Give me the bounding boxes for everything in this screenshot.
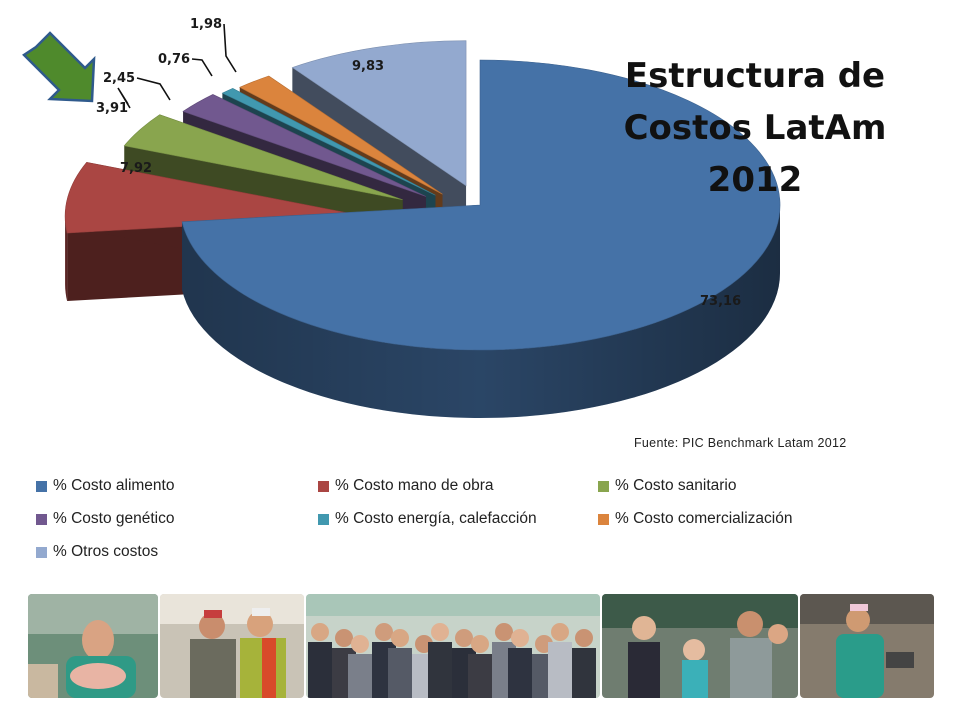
person-body: [388, 648, 412, 698]
legend-item: % Costo comercialización: [598, 507, 792, 531]
person-head: [375, 623, 393, 641]
legend-item: % Costo genético: [36, 507, 175, 531]
person-body: [572, 648, 596, 698]
person-body: [468, 654, 492, 698]
slice-top: [291, 40, 467, 187]
slice-top: [182, 94, 427, 197]
legend-swatch: [598, 480, 609, 492]
data-label: 9,83: [352, 59, 384, 74]
pie-chart: 73,16 7,92 3,91 2,45 0,76 1,98 9,83: [22, 17, 781, 419]
person-head: [311, 623, 329, 641]
green-arrow-icon: [22, 31, 96, 103]
person-head: [511, 629, 529, 647]
person-body: [548, 642, 572, 698]
legend-swatch: [36, 480, 47, 492]
person-head: [471, 635, 489, 653]
legend-swatch: [318, 480, 329, 492]
farm-worker-photo: [28, 594, 158, 698]
slice-rim-shade: [65, 216, 68, 302]
data-label: 0,76: [158, 52, 190, 67]
source-note: Fuente: PIC Benchmark Latam 2012: [634, 436, 847, 450]
slice-top: [123, 114, 403, 201]
slice-top: [221, 88, 436, 196]
legend-item: % Otros costos: [36, 540, 158, 564]
slice-top: [239, 75, 443, 195]
chart-legend: % Costo alimento % Costo mano de obra % Co…: [36, 474, 936, 570]
person-head: [391, 629, 409, 647]
legend-item: % Costo alimento: [36, 474, 174, 498]
slice-top: [64, 161, 366, 234]
person-body: [308, 642, 332, 698]
person-head: [575, 629, 593, 647]
data-label: 3,91: [96, 101, 128, 116]
person-head: [335, 629, 353, 647]
legend-label: % Costo energía, calefacción: [335, 510, 537, 527]
leader-line: [117, 87, 131, 109]
legend-item: % Costo energía, calefacción: [318, 507, 537, 531]
legend-label: % Costo genético: [53, 510, 175, 527]
leader-line: [136, 77, 171, 101]
person-head: [551, 623, 569, 641]
leader-line: [191, 58, 213, 77]
title-line-1: Estructura de: [624, 56, 886, 96]
data-label: 73,16: [700, 294, 741, 309]
data-label: 2,45: [103, 71, 135, 86]
person-body: [428, 642, 452, 698]
legend-label: % Otros costos: [53, 543, 159, 560]
photo-strip: [28, 594, 936, 702]
person-head: [351, 635, 369, 653]
legend-swatch: [598, 513, 609, 525]
person-head: [495, 623, 513, 641]
leader-line: [223, 23, 237, 73]
legend-item: % Costo mano de obra: [318, 474, 494, 498]
legend-label: % Costo comercialización: [615, 510, 793, 527]
group-photo: [306, 594, 600, 698]
legend-swatch: [36, 546, 47, 558]
person-body: [348, 654, 372, 698]
person-head: [455, 629, 473, 647]
legend-label: % Costo sanitario: [615, 477, 737, 494]
workers-photo: [160, 594, 304, 698]
worker-photo: [800, 594, 934, 698]
legend-item: % Costo sanitario: [598, 474, 736, 498]
title-line-3: 2012: [707, 160, 803, 200]
pie-slice-1: [181, 59, 781, 419]
chart-title: Estructura de Costos LatAm 2012: [600, 50, 910, 206]
legend-label: % Costo mano de obra: [335, 477, 494, 494]
title-line-2: Costos LatAm: [623, 108, 887, 148]
staff-photo: [602, 594, 798, 698]
slice-rim-shade: [182, 205, 781, 419]
person-body: [508, 648, 532, 698]
slice-top: [181, 59, 781, 351]
data-label: 1,98: [190, 17, 222, 32]
legend-label: % Costo alimento: [53, 477, 175, 494]
legend-swatch: [36, 513, 47, 525]
data-label: 7,92: [120, 161, 152, 176]
legend-swatch: [318, 513, 329, 525]
person-head: [431, 623, 449, 641]
